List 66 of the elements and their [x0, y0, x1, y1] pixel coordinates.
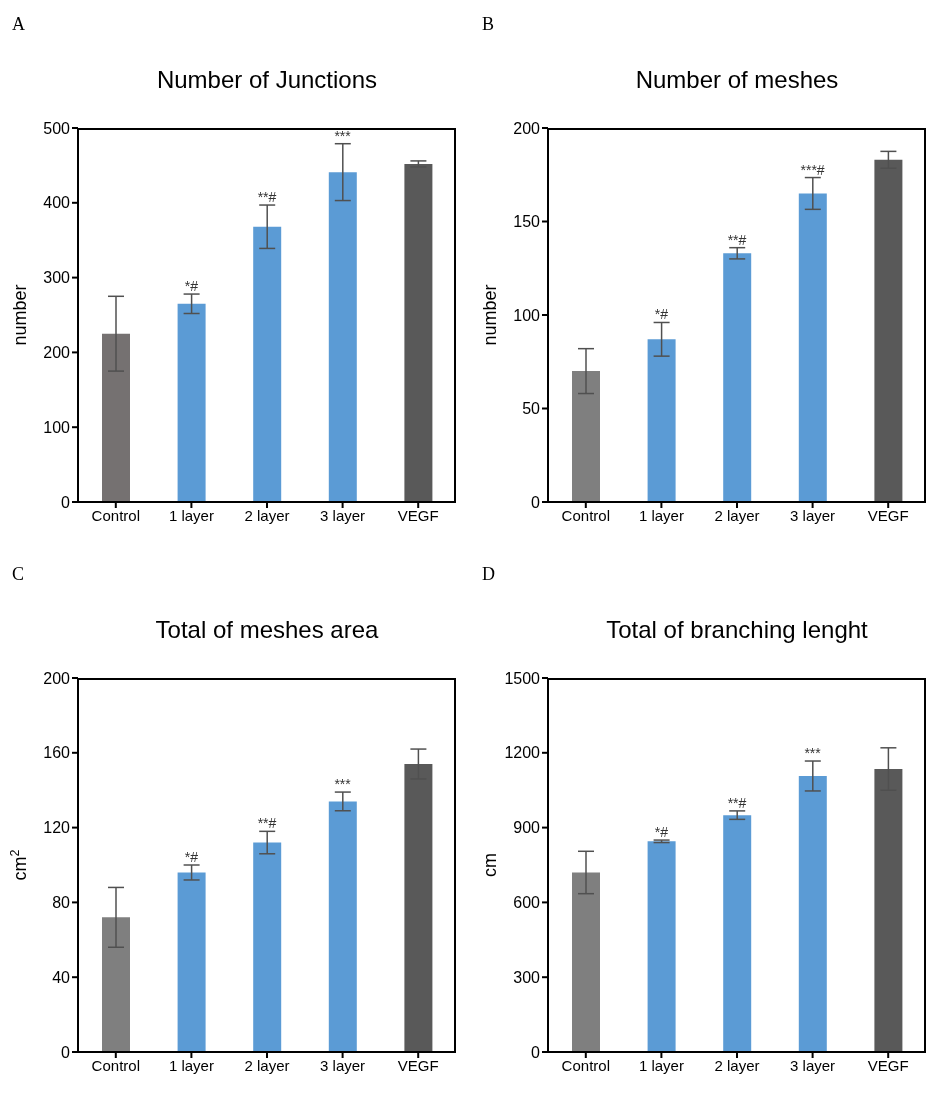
y-tick-label: 0	[531, 1043, 541, 1061]
x-tick-label: 1 layer	[638, 1056, 684, 1074]
y-tick-label: 900	[513, 819, 541, 837]
y-tick-label: 150	[513, 213, 541, 231]
y-axis-title: number	[10, 284, 30, 346]
y-tick-label: 160	[43, 744, 71, 762]
x-tick-label: 1 layer	[168, 506, 214, 524]
y-tick-label: 0	[61, 1043, 71, 1061]
y-tick-label: 0	[531, 493, 541, 511]
y-tick-label: 50	[522, 400, 541, 418]
y-tick-label: 600	[513, 894, 541, 912]
x-tick-label: 1 layer	[638, 506, 684, 524]
x-tick-label: VEGF	[867, 506, 909, 524]
y-tick-label: 0	[61, 493, 71, 511]
chart-title: Number of Junctions	[155, 66, 379, 94]
x-tick-label: 2 layer	[244, 1056, 290, 1074]
text: C	[12, 564, 25, 585]
annotation: ***#	[800, 161, 825, 178]
annotation: **#	[727, 231, 747, 248]
annotation: ***	[334, 127, 352, 144]
x-tick-label: Control	[561, 506, 610, 524]
x-tick-label: Control	[91, 1056, 140, 1074]
annotation: **#	[257, 189, 277, 206]
y-tick-label: 80	[52, 894, 71, 912]
x-tick-label: 3 layer	[320, 1056, 366, 1074]
x-tick-label: Control	[91, 506, 140, 524]
annotation: **#	[727, 794, 747, 811]
y-tick-label: 1500	[504, 669, 541, 687]
x-tick-label: 3 layer	[320, 506, 366, 524]
x-tick-label: 2 layer	[714, 506, 760, 524]
y-tick-label: 100	[513, 306, 541, 324]
text: B	[482, 14, 495, 35]
y-tick-label: 200	[43, 344, 71, 362]
annotation: ***	[804, 745, 822, 762]
text: A	[12, 14, 25, 35]
y-tick-label: 1200	[504, 744, 541, 762]
annotation: *#	[184, 849, 199, 865]
y-tick-label: 500	[43, 119, 71, 137]
chart-title: Total of meshes area	[154, 616, 380, 644]
y-tick-label: 40	[52, 968, 71, 986]
annotation: ***	[334, 776, 352, 793]
annotation: **#	[257, 815, 277, 832]
chart-title: Number of meshes	[634, 66, 840, 94]
y-tick-label: 300	[43, 269, 71, 287]
y-axis-title: number	[480, 284, 500, 346]
x-tick-label: 3 layer	[790, 1056, 836, 1074]
y-tick-label: 200	[43, 669, 71, 687]
text: D	[482, 564, 495, 585]
x-tick-label: 2 layer	[714, 1056, 760, 1074]
x-tick-label: VEGF	[867, 1056, 909, 1074]
annotation: *#	[654, 824, 669, 841]
x-tick-label: Control	[561, 1056, 610, 1074]
x-tick-label: VEGF	[397, 506, 439, 524]
annotation: *#	[654, 306, 669, 323]
chart-title: Total of branching lenght	[605, 616, 869, 644]
y-tick-label: 300	[513, 968, 541, 986]
y-axis-title: cm	[480, 853, 500, 877]
y-tick-label: 100	[43, 418, 71, 436]
x-tick-label: 2 layer	[244, 506, 290, 524]
x-tick-label: VEGF	[397, 1056, 439, 1074]
x-tick-label: 1 layer	[168, 1056, 214, 1074]
y-tick-label: 120	[43, 819, 71, 837]
annotation: *#	[184, 278, 199, 295]
y-tick-label: 400	[43, 194, 71, 212]
x-tick-label: 3 layer	[790, 506, 836, 524]
y-tick-label: 200	[513, 119, 541, 137]
